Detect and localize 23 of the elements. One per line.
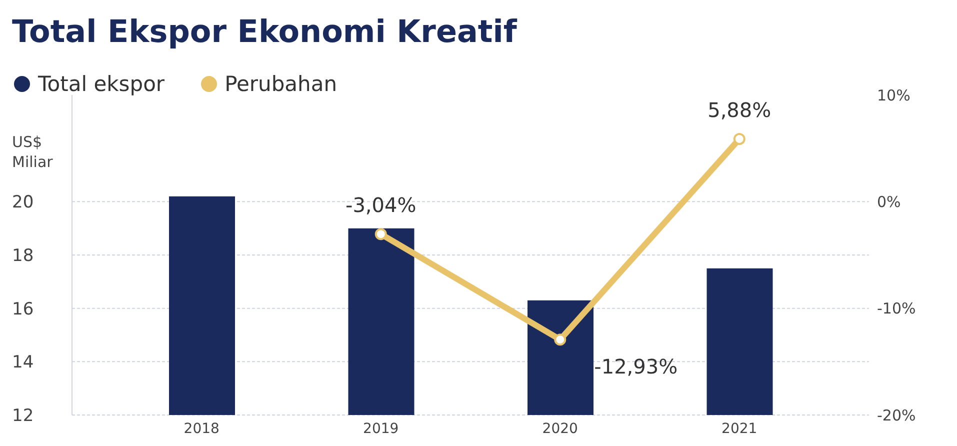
y-tick-label: 14	[12, 352, 34, 373]
legend-label: Total ekspor	[38, 72, 165, 96]
y-tick-label: 18	[12, 246, 34, 266]
y2-tick-label: -20%	[877, 406, 916, 424]
legend-label: Perubahan	[224, 72, 338, 96]
y2-tick-label: -10%	[877, 300, 916, 318]
y-axis-title: US$ Miliar	[12, 132, 54, 172]
y-tick-label: 16	[12, 299, 34, 320]
x-tick-label: 2020	[542, 420, 578, 437]
point	[733, 132, 746, 145]
y2-tick-label: 0%	[877, 192, 901, 211]
data-label: 5,88%	[708, 98, 772, 122]
x-tick-label: 2021	[722, 420, 758, 437]
x-tick-label: 2018	[184, 420, 220, 437]
y-tick-label: 12	[12, 406, 34, 426]
point	[554, 334, 566, 346]
x-tick-label: 2019	[363, 420, 399, 437]
y2-tick-label: 10%	[877, 86, 910, 104]
data-label: -12,93%	[594, 354, 678, 379]
chart-title: Total Ekspor Ekonomi Kreatif	[12, 14, 517, 50]
data-label: -3,04%	[345, 193, 416, 218]
y-tick-label: 20	[12, 192, 34, 213]
point	[374, 228, 387, 240]
